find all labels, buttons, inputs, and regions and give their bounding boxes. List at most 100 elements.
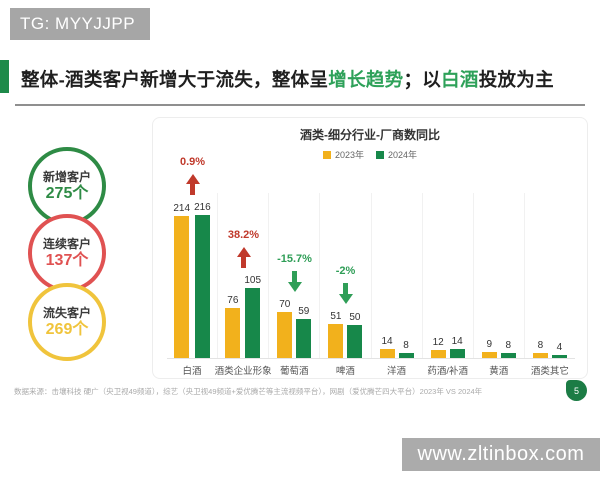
bar-pair: 214 216 xyxy=(167,202,217,358)
bar xyxy=(449,349,465,358)
telegram-banner: TG: MYYJJPP xyxy=(10,8,150,40)
bar-value-label: 8 xyxy=(505,340,512,351)
chart-plot-area: 214 216 白酒 76 105 酒类企业形象 70 59 葡萄酒 51 50 啤酒 14 8 洋酒 12 1… xyxy=(167,156,575,377)
bar-value-label: 8 xyxy=(537,340,544,351)
bar-group: 14 8 洋酒 xyxy=(370,193,422,377)
bar-column: 214 xyxy=(173,203,190,358)
bar-value-label: 8 xyxy=(403,340,409,351)
bar-value-label: 12 xyxy=(432,337,444,348)
bar-value-label: 51 xyxy=(330,311,342,322)
bar-value-label: 14 xyxy=(381,336,393,347)
chart-legend: 2023年 2024年 xyxy=(153,148,587,161)
legend-item: 2024年 xyxy=(376,148,417,161)
kpi-circle: 流失客户 269个 xyxy=(28,283,106,361)
chart-card: 酒类-细分行业-厂商数同比 2023年 2024年 214 216 白酒 76 105 酒类… xyxy=(152,117,588,379)
bar xyxy=(328,324,344,358)
bar xyxy=(225,308,241,358)
bar-pair: 76 105 xyxy=(218,275,268,358)
bar-column: 51 xyxy=(328,311,344,358)
bar-group: 12 14 药酒/补酒 xyxy=(421,193,473,377)
bar xyxy=(398,353,414,358)
bar-column: 59 xyxy=(296,306,312,358)
title-accent-bar xyxy=(0,60,9,93)
bar-value-label: 105 xyxy=(244,275,262,286)
bar-column: 8 xyxy=(398,340,414,358)
bar-column: 14 xyxy=(379,336,395,358)
telegram-banner-text: TG: MYYJJPP xyxy=(20,14,136,33)
data-source-note: 数据来源：击壤科技 硬广（央卫视49频道），综艺（央卫视49频道+爱优腾芒等主流… xyxy=(14,387,483,396)
bar-column: 12 xyxy=(430,337,446,358)
bar-group: 9 8 黄酒 xyxy=(472,193,524,377)
bar-column: 70 xyxy=(277,299,293,358)
bar xyxy=(532,353,548,358)
legend-item: 2023年 xyxy=(322,148,364,161)
title-segment: 白酒 xyxy=(441,69,479,90)
bar-column: 105 xyxy=(244,275,261,358)
category-label: 白酒 xyxy=(182,366,202,377)
page-number: 5 xyxy=(573,385,579,396)
bar-column: 9 xyxy=(481,339,497,358)
category-label: 黄酒 xyxy=(489,366,509,377)
bar-value-label: 4 xyxy=(556,342,563,353)
title-segment: 整体-酒类客户新增大于流失，整体呈 xyxy=(21,69,329,90)
category-label: 药酒/补酒 xyxy=(427,366,469,377)
kpi-label: 连续客户 xyxy=(42,236,91,251)
bar xyxy=(174,216,190,358)
bar xyxy=(194,215,210,358)
bar-pair: 12 14 xyxy=(423,336,473,358)
bar xyxy=(245,288,261,358)
bar-column: 76 xyxy=(225,295,241,358)
kpi-circle: 新增客户 275个 xyxy=(28,147,106,225)
bar-value-label: 14 xyxy=(451,336,463,347)
bar-pair: 51 50 xyxy=(320,311,370,358)
title-segment: 增长趋势 xyxy=(328,69,404,90)
bar xyxy=(430,350,446,358)
title-divider xyxy=(15,104,585,106)
bar-value-label: 59 xyxy=(298,306,310,317)
bar-value-label: 50 xyxy=(349,312,361,323)
watermark-text: www.zltinbox.com xyxy=(417,443,585,465)
bar-column: 14 xyxy=(449,336,465,358)
title-segment: ；以 xyxy=(403,69,442,90)
legend-swatch-icon xyxy=(376,150,384,159)
category-label: 葡萄酒 xyxy=(280,366,309,377)
kpi-value: 137个 xyxy=(45,251,89,269)
bar-value-label: 9 xyxy=(486,339,493,350)
page-number-badge: 5 xyxy=(566,380,587,401)
bar-group: 51 50 啤酒 xyxy=(319,193,370,377)
bar-value-label: 76 xyxy=(227,295,239,306)
bar xyxy=(296,319,312,358)
bar-column: 216 xyxy=(194,202,211,358)
category-label: 洋酒 xyxy=(387,366,407,377)
legend-label: 2023年 xyxy=(334,150,364,160)
legend-swatch-icon xyxy=(322,150,331,159)
bar xyxy=(551,355,567,358)
bar xyxy=(277,312,293,358)
kpi-label: 流失客户 xyxy=(42,305,91,320)
bar xyxy=(500,353,516,358)
bar-column: 50 xyxy=(347,312,363,358)
kpi-label: 新增客户 xyxy=(42,169,91,184)
bar-pair: 70 59 xyxy=(269,299,319,358)
category-label: 啤酒 xyxy=(335,366,355,377)
bar-group: 8 4 酒类其它 xyxy=(523,193,575,377)
bar-value-label: 216 xyxy=(194,202,211,213)
bar-column: 4 xyxy=(551,342,567,358)
bar-groups: 214 216 白酒 76 105 酒类企业形象 70 59 葡萄酒 51 50 啤酒 14 8 洋酒 12 1… xyxy=(167,158,575,377)
kpi-value: 275个 xyxy=(45,184,89,202)
bar-pair: 14 8 xyxy=(372,336,422,358)
chart-title: 酒类-细分行业-厂商数同比 xyxy=(300,128,440,142)
category-label: 酒类企业形象 xyxy=(214,366,272,377)
bar-column: 8 xyxy=(500,340,516,358)
bar-group: 70 59 葡萄酒 xyxy=(268,193,319,377)
page-title: 整体-酒类客户新增大于流失，整体呈增长趋势；以白酒投放为主 xyxy=(21,66,591,92)
legend-label: 2024年 xyxy=(388,150,418,160)
bar xyxy=(481,352,497,358)
bar-column: 8 xyxy=(532,340,548,358)
bar-value-label: 70 xyxy=(279,299,291,310)
bar-group: 214 216 白酒 xyxy=(167,193,217,377)
kpi-circle: 连续客户 137个 xyxy=(28,214,106,292)
bar xyxy=(347,325,363,358)
